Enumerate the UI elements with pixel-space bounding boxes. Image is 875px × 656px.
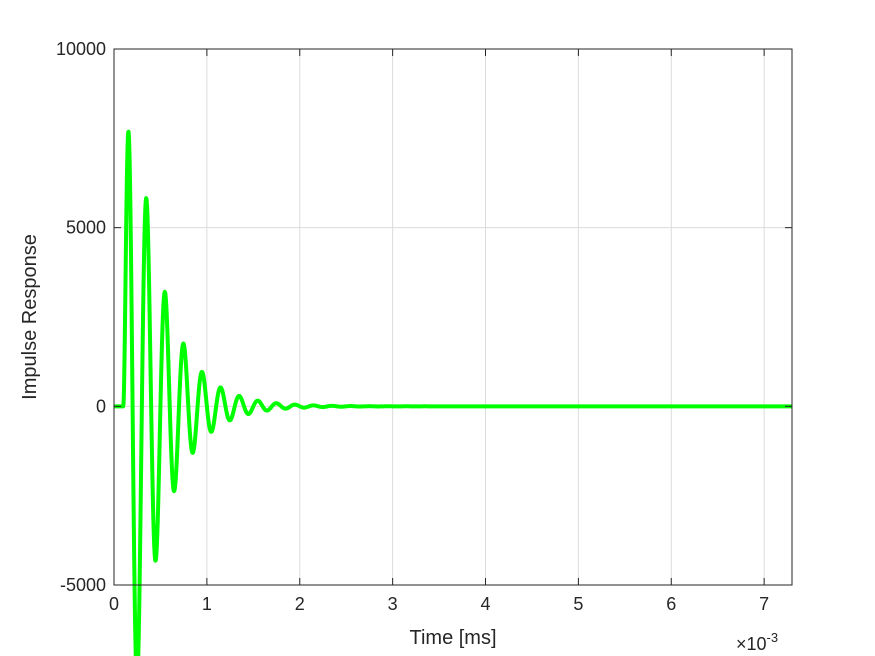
- x-tick-label: 7: [759, 594, 769, 614]
- data-series: [112, 129, 794, 656]
- x-tick-label: 1: [202, 594, 212, 614]
- y-tick-label: -5000: [60, 575, 106, 595]
- x-tick-label: 3: [388, 594, 398, 614]
- y-tick-label: 5000: [66, 218, 106, 238]
- x-axis-label: Time [ms]: [409, 627, 496, 649]
- x-tick-label: 6: [666, 594, 676, 614]
- x-tick-label: 0: [109, 594, 119, 614]
- x-tick-label: 5: [573, 594, 583, 614]
- x-tick-label: 2: [295, 594, 305, 614]
- y-tick-label: 10000: [56, 39, 106, 59]
- y-tick-label: 0: [96, 396, 106, 416]
- x-axis-exponent: ×10-3: [736, 630, 778, 654]
- plot-frame: [113, 48, 793, 586]
- series-line: [112, 129, 794, 656]
- y-axis-label: Impulse Response: [19, 234, 41, 400]
- plot-area: [114, 49, 792, 585]
- tick-marks: [113, 48, 792, 586]
- x-tick-label: 4: [480, 594, 490, 614]
